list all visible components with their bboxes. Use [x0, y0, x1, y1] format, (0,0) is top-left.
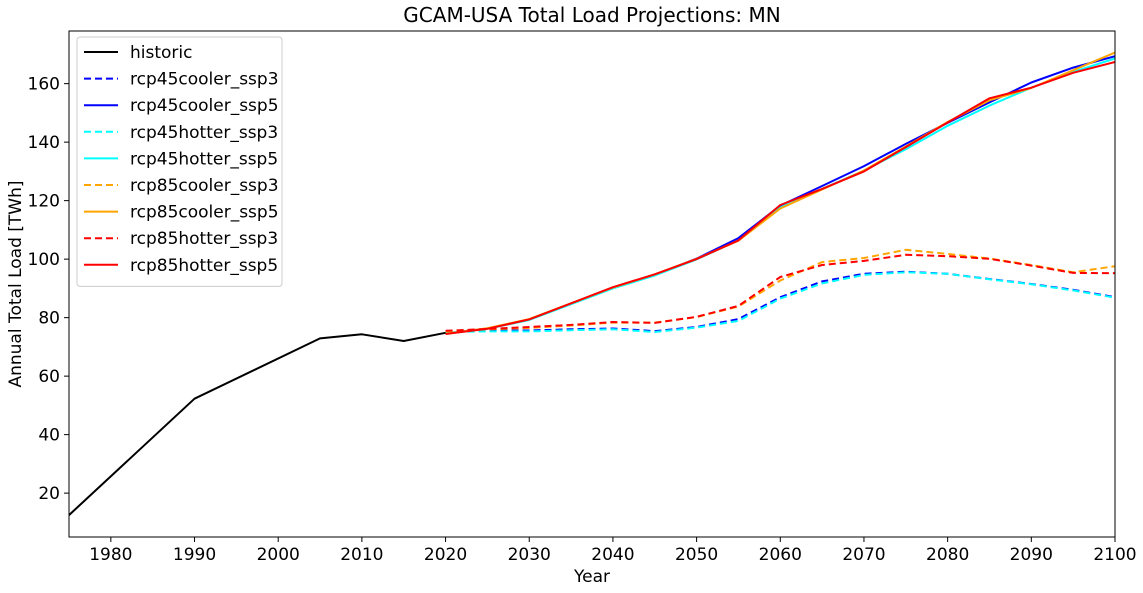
x-tick-label: 2100	[1093, 545, 1136, 565]
x-tick-label: 1980	[89, 545, 132, 565]
legend-entry: rcp45cooler_ssp5	[130, 96, 279, 116]
series-line-historic	[69, 331, 446, 516]
x-tick-label: 2060	[759, 545, 802, 565]
legend-entry: rcp85hotter_ssp3	[130, 229, 278, 249]
plot-frame	[68, 30, 1116, 538]
series-layer	[69, 51, 1115, 516]
legend: historic rcp45cooler_ssp3 rcp45cooler_ssp5…	[76, 36, 283, 287]
series-line-rcp85hotter_ssp3	[445, 253, 1115, 332]
x-tick-label: 2090	[1010, 545, 1053, 565]
x-tick-label: 2030	[508, 545, 551, 565]
series-line-rcp85cooler_ssp3	[445, 248, 1115, 333]
legend-entry: rcp45hotter_ssp3	[130, 123, 278, 143]
legend-entry: rcp85cooler_ssp5	[130, 203, 279, 223]
legend-box	[76, 36, 283, 287]
y-axis: 20 40 60 80 100 120 140 160	[28, 75, 69, 504]
y-tick-label: 160	[28, 75, 60, 95]
legend-entry: rcp85hotter_ssp5	[130, 256, 278, 276]
x-tick-label: 2020	[424, 545, 467, 565]
legend-entry: rcp45cooler_ssp3	[130, 70, 279, 90]
x-tick-label: 1990	[173, 545, 216, 565]
y-axis-label: Annual Total Load [TWh]	[6, 180, 26, 387]
series-line-rcp45hotter_ssp3	[445, 271, 1115, 333]
x-axis-label: Year	[573, 567, 610, 587]
x-tick-label: 2040	[591, 545, 634, 565]
x-axis: 1980 1990 2000 2010 2020 2030 2040 2050 2060 2070…	[89, 537, 1137, 565]
y-tick-label: 140	[28, 133, 60, 153]
x-tick-label: 2070	[842, 545, 885, 565]
x-tick-label: 2080	[926, 545, 969, 565]
x-tick-label: 2050	[675, 545, 718, 565]
x-tick-label: 2010	[340, 545, 383, 565]
legend-entry: historic	[130, 43, 192, 63]
series-line-rcp45cooler_ssp5	[445, 55, 1115, 335]
legend-entry: rcp45hotter_ssp5	[130, 149, 278, 169]
legend-entry: rcp85cooler_ssp3	[130, 176, 279, 196]
x-tick-label: 2000	[257, 545, 300, 565]
y-tick-label: 20	[38, 484, 60, 504]
series-line-rcp85hotter_ssp5	[445, 61, 1115, 335]
series-line-rcp45hotter_ssp5	[445, 57, 1115, 335]
y-tick-label: 80	[38, 309, 60, 329]
y-tick-label: 60	[38, 367, 60, 387]
y-tick-label: 40	[38, 426, 60, 446]
y-tick-label: 100	[28, 250, 60, 270]
y-tick-label: 120	[28, 192, 60, 212]
chart-title: GCAM-USA Total Load Projections: MN	[403, 3, 780, 27]
